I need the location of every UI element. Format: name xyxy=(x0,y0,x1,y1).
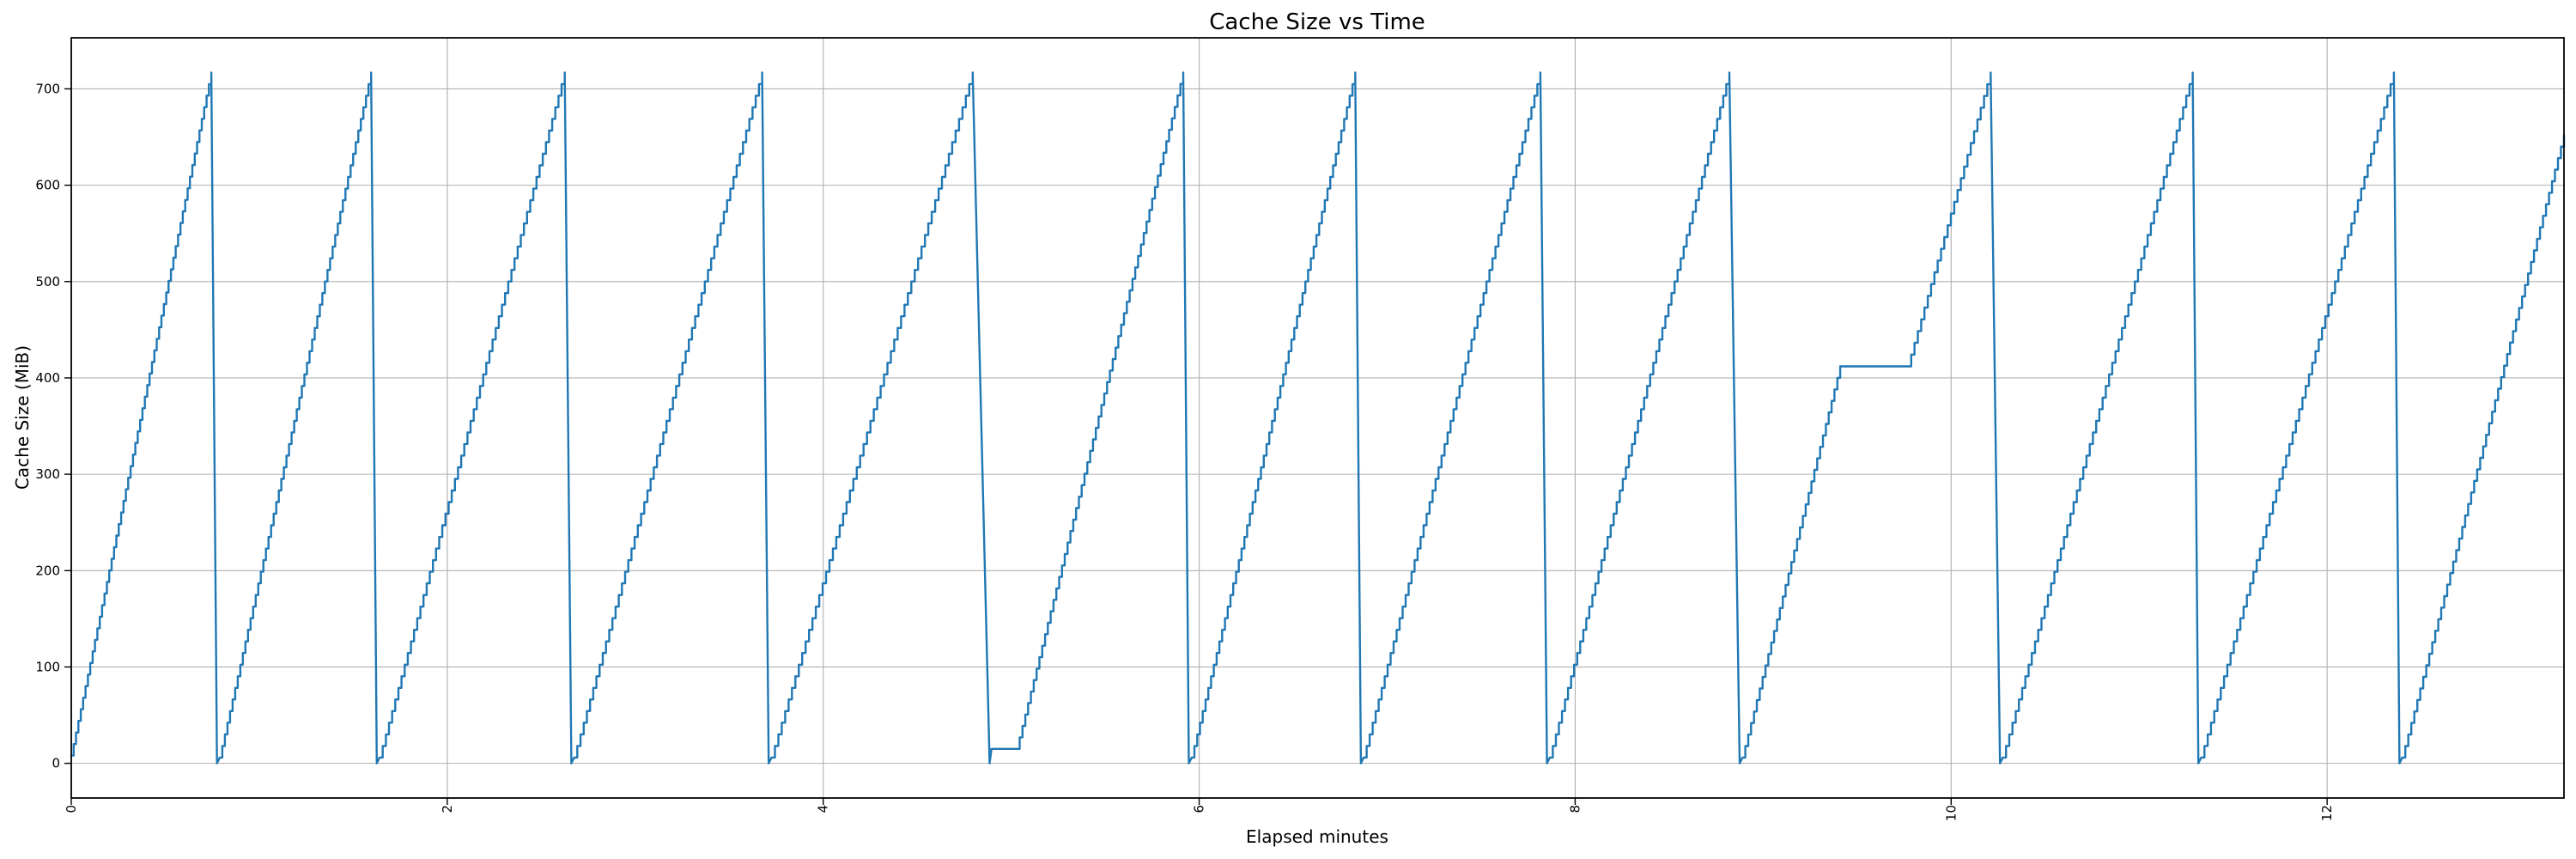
y-tick-label: 300 xyxy=(35,466,60,482)
cache-size-line xyxy=(70,71,2566,765)
tick-marks-and-labels: 0 2 4 6 8 10 12 0 100 200 300 400 500 600 700 xyxy=(35,81,2335,821)
axes-spines xyxy=(70,37,2565,799)
series-layer xyxy=(70,71,2566,765)
x-tick-label: 10 xyxy=(1943,805,1959,821)
plot-border xyxy=(70,37,2565,799)
y-tick-label: 0 xyxy=(52,756,60,771)
y-axis-label: Cache Size (MiB) xyxy=(12,345,33,490)
y-tick-label: 700 xyxy=(35,81,60,96)
x-tick-label: 2 xyxy=(440,805,455,813)
y-tick-label: 600 xyxy=(35,178,60,193)
x-tick-label: 8 xyxy=(1567,805,1583,813)
y-tick-label: 200 xyxy=(35,563,60,578)
gridlines xyxy=(70,38,2564,798)
x-tick-label: 6 xyxy=(1192,805,1207,813)
y-tick-label: 400 xyxy=(35,370,60,386)
x-axis-label: Elapsed minutes xyxy=(1246,826,1388,847)
x-tick-label: 4 xyxy=(816,805,831,813)
x-tick-label: 12 xyxy=(2319,805,2335,821)
x-tick-label: 0 xyxy=(64,805,79,813)
y-tick-label: 100 xyxy=(35,659,60,674)
y-tick-label: 500 xyxy=(35,274,60,289)
chart-title: Cache Size vs Time xyxy=(1209,9,1425,35)
